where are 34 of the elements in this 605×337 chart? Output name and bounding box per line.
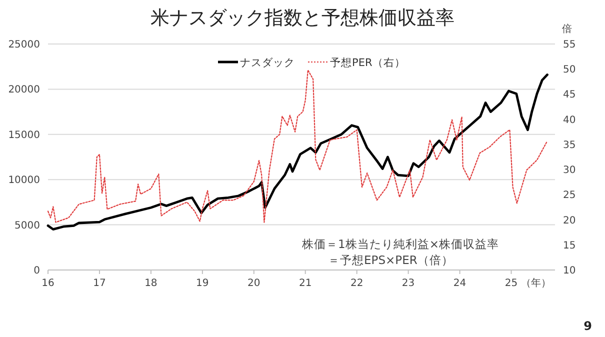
y2-tick-label: 15	[563, 240, 576, 252]
x-tick-label: 20	[248, 278, 260, 289]
y2-tick-label: 25	[563, 190, 576, 202]
x-tick-label: 16	[42, 278, 54, 289]
y2-axis-title: 倍	[562, 23, 572, 35]
y2-tick-label: 45	[563, 90, 576, 101]
y2-tick-label: 40	[563, 114, 576, 126]
x-tick-label: 17	[93, 278, 106, 289]
annotation: ＝予想EPS×PER（倍）	[328, 253, 454, 267]
x-tick-label: 21	[298, 278, 312, 289]
y-tick-label: 5000	[14, 220, 40, 232]
y2-tick-label: 35	[563, 140, 576, 151]
x-axis-title: （年）	[521, 277, 552, 289]
text: 9	[584, 319, 592, 333]
y2-tick-label: 10	[563, 266, 576, 276]
x-tick-label: 25	[504, 278, 518, 289]
y2-tick-label: 20	[563, 215, 576, 226]
y-tick-label: 15000	[8, 130, 40, 141]
x-tick-label: 19	[196, 278, 209, 289]
y2-tick-label: 30	[563, 165, 576, 176]
annotation: 株価＝1株当たり純利益×株価収益率	[301, 237, 499, 251]
x-tick-label: 23	[402, 278, 415, 289]
y-tick-label: 25000	[8, 40, 40, 50]
legend-label: ナスダック	[240, 57, 295, 69]
y-tick-label: 20000	[8, 84, 40, 96]
y2-tick-label: 55	[563, 40, 576, 50]
chart-title: 米ナスダック指数と予想株価収益率	[150, 7, 454, 29]
legend-label: 予想PER（右）	[330, 56, 406, 69]
x-tick-label: 22	[350, 278, 364, 289]
y2-tick-label: 50	[563, 64, 576, 76]
y-tick-label: 0	[34, 266, 40, 276]
y-tick-label: 10000	[8, 175, 40, 186]
x-tick-label: 18	[144, 278, 158, 289]
x-tick-label: 24	[453, 278, 466, 289]
